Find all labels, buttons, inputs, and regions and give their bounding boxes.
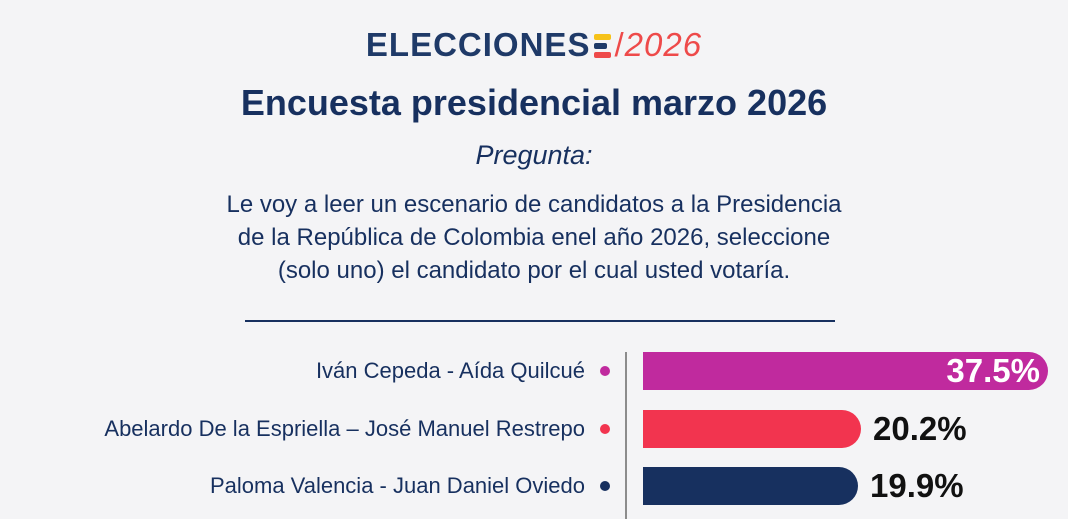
brand-logo: ELECCIONES /2026 — [0, 26, 1068, 64]
brand-word: ELECCIONES — [365, 26, 591, 63]
series-dot-icon — [600, 424, 610, 434]
value-label: 20.2% — [873, 410, 967, 447]
colombia-flag-icon — [594, 34, 612, 58]
divider — [245, 320, 835, 322]
chart-axis-line — [625, 352, 627, 519]
question-line: (solo uno) el candidato por el cual uste… — [277, 257, 791, 284]
value-label: 19.9% — [870, 467, 964, 504]
page-title: Encuesta presidencial marzo 2026 — [240, 82, 828, 123]
bar — [643, 352, 1048, 390]
brand-year: 2026 — [624, 26, 703, 63]
category-label: Iván Cepeda - Aída Quilcué — [315, 358, 585, 383]
question-line: Le voy a leer un escenario de candidatos… — [226, 191, 842, 218]
series-dot-icon — [600, 366, 610, 376]
category-label: Abelardo De la Espriella – José Manuel R… — [104, 416, 585, 441]
question-label: Pregunta: — [475, 140, 593, 170]
question-text: Le voy a leer un escenario de candidatos… — [150, 188, 918, 287]
series-dot-icon — [600, 481, 610, 491]
value-label: 37.5% — [946, 352, 1040, 389]
category-label: Paloma Valencia - Juan Daniel Oviedo — [209, 473, 585, 498]
bar — [643, 467, 858, 505]
brand-slash: / — [614, 26, 625, 63]
bar — [643, 410, 861, 448]
question-line: de la República de Colombia enel año 202… — [237, 224, 831, 251]
